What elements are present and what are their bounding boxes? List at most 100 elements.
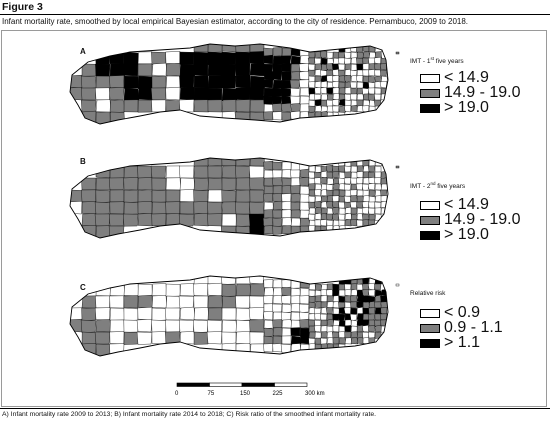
municipality [308, 69, 316, 77]
municipality [95, 343, 111, 356]
municipality [338, 337, 346, 345]
municipality [337, 313, 346, 321]
legend-swatch-low [420, 308, 440, 318]
island [395, 51, 400, 55]
municipality [379, 69, 388, 77]
municipality [123, 63, 139, 77]
municipality [308, 295, 316, 303]
municipality [374, 69, 382, 77]
municipality [320, 331, 328, 339]
island [395, 165, 400, 169]
municipality [350, 104, 358, 113]
legend-swatch-low [420, 200, 440, 210]
municipality [193, 99, 209, 113]
municipality [367, 325, 376, 333]
municipality [290, 327, 301, 337]
municipality [314, 312, 322, 321]
legend-label: > 19.0 [444, 99, 489, 116]
municipality [137, 283, 153, 297]
municipality [314, 86, 322, 95]
municipality [81, 87, 97, 101]
panel-b-legend-title: IMT - 2nd five years [410, 181, 466, 191]
municipality [326, 171, 334, 179]
municipality [281, 327, 292, 337]
municipality [368, 307, 376, 315]
panel-a-letter: A [80, 47, 86, 56]
municipality [349, 81, 358, 89]
legend-swatch-mid [420, 215, 440, 225]
municipality [179, 99, 195, 113]
legend-swatch-low [420, 73, 440, 83]
municipality-layer [69, 43, 400, 125]
panel-c-legend-item-high: > 1.1 [420, 334, 480, 352]
caption-rule [0, 408, 550, 409]
municipality [308, 99, 316, 108]
municipality [299, 295, 310, 305]
municipality [272, 209, 283, 219]
municipality [326, 87, 334, 95]
legend-label: 14.9 - 19.0 [444, 211, 521, 228]
legend-label: < 14.9 [444, 69, 489, 86]
municipality [368, 289, 376, 297]
legend-swatch-mid [420, 88, 440, 98]
municipality [178, 213, 195, 227]
municipality [367, 75, 376, 84]
legend-swatch-high [420, 230, 440, 240]
legend-label: 0.9 - 1.1 [444, 319, 503, 336]
municipality [94, 331, 111, 345]
legend-label: < 0.9 [444, 304, 481, 321]
scale-bar-tick-label: 75 [208, 391, 215, 397]
municipality [331, 206, 340, 215]
panel-c-letter: C [80, 283, 86, 292]
municipality [367, 183, 376, 191]
municipality [319, 219, 328, 227]
municipality [150, 165, 167, 179]
municipality [355, 74, 364, 83]
legend-swatch-high [420, 103, 440, 113]
municipality [272, 217, 283, 228]
municipality [361, 207, 370, 215]
municipality [109, 295, 125, 309]
municipality [95, 225, 111, 238]
municipality [308, 105, 316, 113]
panel-b-legend-item-low: < 14.9 [420, 196, 489, 214]
state-outline [69, 275, 389, 357]
municipality [179, 201, 195, 215]
municipality [193, 212, 209, 227]
municipality [319, 50, 328, 59]
municipality [108, 87, 125, 101]
municipality [350, 307, 358, 315]
panel-c-legend-item-low: < 0.9 [420, 304, 480, 322]
municipality [136, 331, 153, 345]
municipality [344, 93, 352, 101]
municipality [307, 57, 316, 65]
municipality [207, 99, 223, 113]
municipality [350, 301, 358, 309]
legend-label: < 14.9 [444, 196, 489, 213]
municipality [299, 318, 310, 329]
scale-bar-tick-label: 150 [240, 391, 251, 397]
figure-title: Infant mortality rate, smoothed by local… [2, 17, 469, 26]
scale-bar-tick-label: 300 km [305, 391, 325, 397]
legend-swatch-mid [420, 323, 440, 333]
legend-label: > 1.1 [444, 334, 481, 351]
municipality [338, 213, 346, 221]
municipality-layer [69, 157, 400, 239]
municipality [272, 225, 283, 235]
state-outline [69, 157, 389, 239]
municipality [249, 319, 265, 333]
municipality [280, 102, 292, 113]
legend-label: 14.9 - 19.0 [444, 84, 521, 101]
municipality [179, 165, 195, 179]
title-rule [0, 14, 550, 15]
municipality [338, 295, 346, 304]
panel-c-legend-item-mid: 0.9 - 1.1 [420, 319, 503, 337]
municipality [374, 81, 382, 89]
municipality [220, 276, 237, 285]
municipality [338, 105, 347, 114]
scale-bar-segment [176, 382, 210, 387]
municipality [308, 189, 316, 197]
panel-c-legend-title: Relative risk [410, 290, 446, 297]
legend-swatch-high [420, 338, 440, 348]
